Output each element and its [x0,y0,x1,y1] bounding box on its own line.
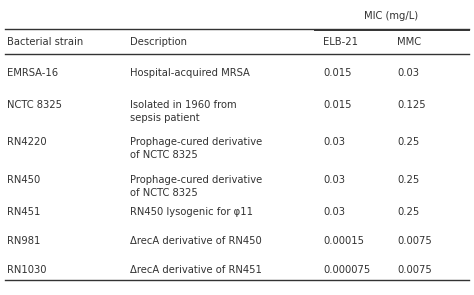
Text: 0.03: 0.03 [323,207,345,217]
Text: Isolated in 1960 from
sepsis patient: Isolated in 1960 from sepsis patient [130,100,237,123]
Text: MIC (mg/L): MIC (mg/L) [365,11,419,21]
Text: 0.25: 0.25 [397,137,419,148]
Text: 0.00015: 0.00015 [323,236,364,246]
Text: RN1030: RN1030 [7,265,46,275]
Text: Prophage-cured derivative
of NCTC 8325: Prophage-cured derivative of NCTC 8325 [130,175,263,198]
Text: 0.125: 0.125 [397,100,426,110]
Text: Bacterial strain: Bacterial strain [7,37,83,47]
Text: RN450: RN450 [7,175,40,185]
Text: 0.03: 0.03 [397,68,419,78]
Text: 0.015: 0.015 [323,68,351,78]
Text: RN4220: RN4220 [7,137,46,148]
Text: 0.000075: 0.000075 [323,265,370,275]
Text: RN450 lysogenic for φ11: RN450 lysogenic for φ11 [130,207,253,217]
Text: NCTC 8325: NCTC 8325 [7,100,62,110]
Text: ΔrecA derivative of RN450: ΔrecA derivative of RN450 [130,236,262,246]
Text: ELB-21: ELB-21 [323,37,358,47]
Text: Hospital-acquired MRSA: Hospital-acquired MRSA [130,68,250,78]
Text: 0.0075: 0.0075 [397,265,432,275]
Text: RN451: RN451 [7,207,40,217]
Text: 0.0075: 0.0075 [397,236,432,246]
Text: 0.015: 0.015 [323,100,351,110]
Text: ΔrecA derivative of RN451: ΔrecA derivative of RN451 [130,265,262,275]
Text: 0.03: 0.03 [323,137,345,148]
Text: Description: Description [130,37,187,47]
Text: RN981: RN981 [7,236,40,246]
Text: MMC: MMC [397,37,421,47]
Text: Prophage-cured derivative
of NCTC 8325: Prophage-cured derivative of NCTC 8325 [130,137,263,160]
Text: 0.25: 0.25 [397,175,419,185]
Text: 0.25: 0.25 [397,207,419,217]
Text: EMRSA-16: EMRSA-16 [7,68,58,78]
Text: 0.03: 0.03 [323,175,345,185]
